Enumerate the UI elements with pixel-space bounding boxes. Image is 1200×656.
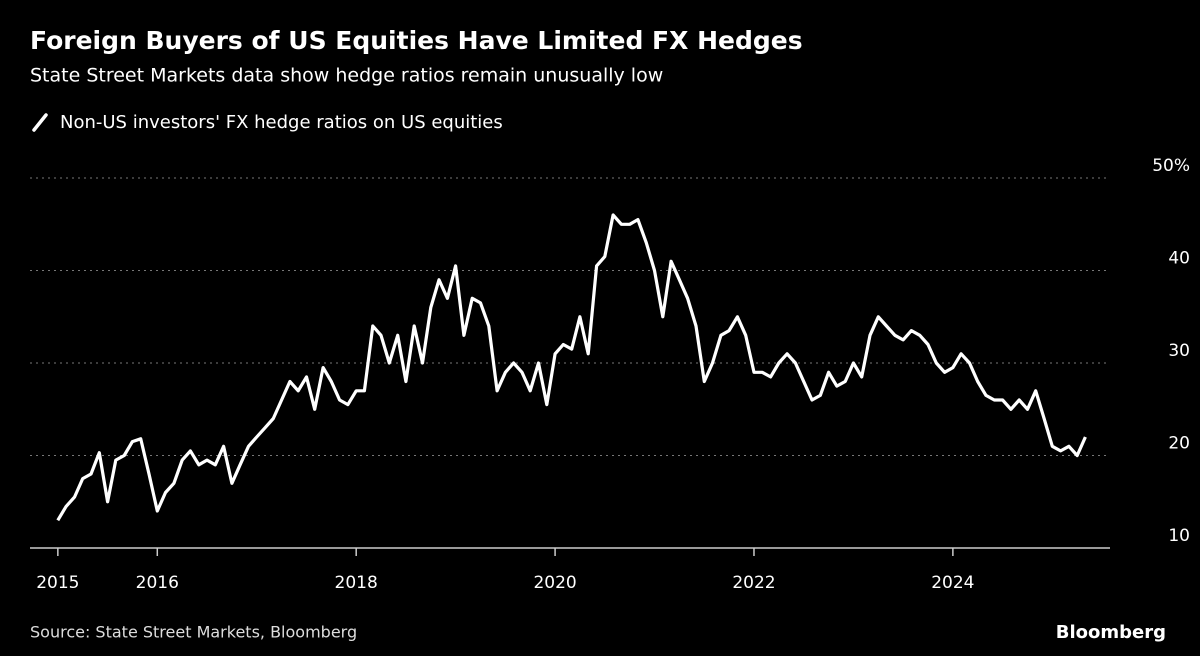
x-tick-label: 2018 xyxy=(335,573,378,593)
chart-title: Foreign Buyers of US Equities Have Limit… xyxy=(30,26,803,55)
brand: Bloomberg xyxy=(1056,622,1166,643)
x-tick-label: 2020 xyxy=(533,573,576,593)
y-tick-label: 30 xyxy=(1168,341,1190,361)
x-tick-label: 2022 xyxy=(732,573,775,593)
x-tick-label: 2024 xyxy=(931,573,974,593)
y-tick-label: 10 xyxy=(1168,526,1190,546)
legend-label: Non-US investors' FX hedge ratios on US … xyxy=(60,112,503,133)
legend-icon xyxy=(32,113,48,132)
x-tick-label: 2016 xyxy=(136,573,179,593)
data-line xyxy=(56,213,1087,522)
y-tick-label: 20 xyxy=(1168,434,1190,454)
y-tick-label: 40 xyxy=(1168,249,1190,269)
x-tick-label: 2015 xyxy=(36,573,79,593)
chart-subtitle: State Street Markets data show hedge rat… xyxy=(30,65,663,87)
source: Source: State Street Markets, Bloomberg xyxy=(30,623,357,642)
y-tick-label: 50% xyxy=(1152,156,1190,176)
